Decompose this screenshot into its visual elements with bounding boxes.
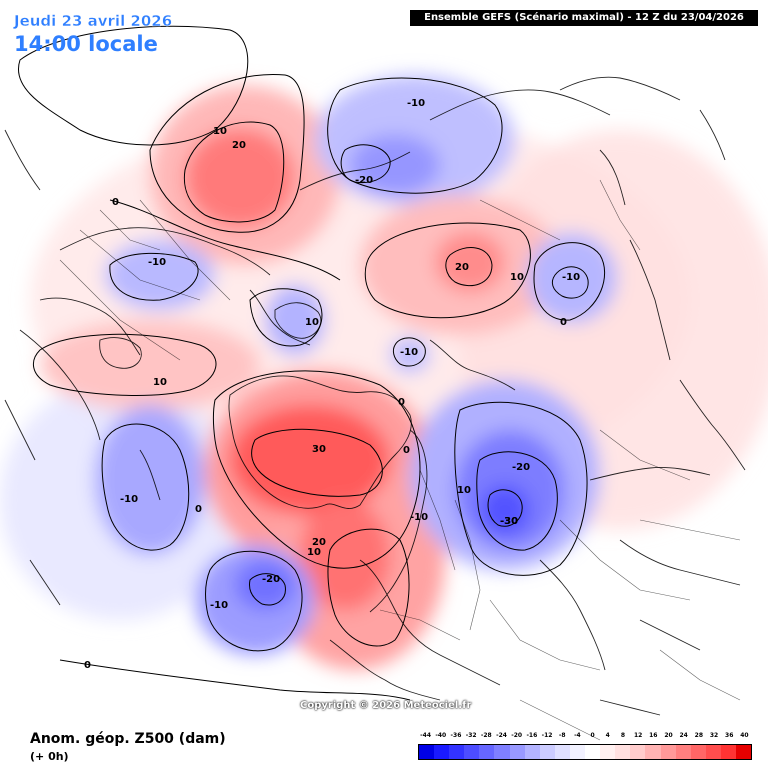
color-scale-swatch	[539, 745, 555, 759]
contour-label: 10	[457, 485, 471, 496]
contour-label: -10	[407, 98, 425, 109]
color-scale-swatch	[630, 745, 646, 759]
color-scale-swatch	[705, 745, 721, 759]
color-scale-tick-label: 24	[679, 732, 688, 739]
contour-label: -20	[262, 574, 280, 585]
contour-label: 10	[305, 317, 319, 328]
contour-label: -10	[120, 494, 138, 505]
contour-label: 10	[213, 126, 227, 137]
color-scale-swatch	[554, 745, 570, 759]
field-label: Anom. géop. Z500 (dam)	[30, 731, 226, 747]
contour-label: -30	[500, 516, 518, 527]
contour-label: 0	[398, 397, 405, 408]
coastlines	[4, 76, 746, 716]
contour-label: 10	[307, 547, 321, 558]
color-scale-tick-label: 32	[709, 732, 719, 739]
model-run-title: Ensemble GEFS (Scénario maximal) - 12 Z …	[410, 10, 758, 26]
color-scale-swatch	[524, 745, 540, 759]
forecast-local-time: 14:00 locale	[14, 32, 158, 56]
contour-lines	[17, 25, 605, 701]
color-scale-swatch	[434, 745, 450, 759]
contour-label: -20	[512, 462, 530, 473]
color-scale-tick-label: 36	[725, 732, 734, 739]
color-scale-swatch	[600, 745, 616, 759]
color-scale-swatch	[479, 745, 495, 759]
contour-label: -20	[355, 175, 373, 186]
color-scale-tick-label: -8	[558, 732, 566, 739]
contour-label: 30	[312, 444, 326, 455]
color-scale-tick-label: -32	[465, 732, 477, 739]
color-scale-tick-label: -24	[496, 732, 507, 739]
color-scale-tick-label: -44	[420, 732, 431, 739]
lead-time: (+ 0h)	[30, 750, 69, 763]
color-scale-swatch	[449, 745, 465, 759]
color-scale-swatch	[690, 745, 706, 759]
color-scale-tick-label: 0	[590, 732, 595, 739]
contour-label: 0	[403, 445, 410, 456]
contour-label: 10	[510, 272, 524, 283]
color-scale-labels: -44 -40 -36 -32 -28 -24 -20 -16 -12 -8 -4 0 4 8 12 16 20…	[418, 732, 752, 742]
contour-label: 10	[153, 377, 167, 388]
color-scale-swatch	[509, 745, 525, 759]
color-scale-swatch	[660, 745, 676, 759]
contour-label: -30	[500, 516, 518, 527]
color-scale-tick-label: 4	[605, 732, 610, 739]
color-scale-tick-label: 20	[664, 732, 673, 739]
contour-label: -10	[210, 600, 228, 611]
color-scale-tick-label: 8	[620, 732, 626, 739]
color-scale-bar	[418, 744, 752, 760]
color-scale-swatch	[585, 745, 601, 759]
color-scale-tick-label: -12	[541, 732, 553, 739]
color-scale-swatch	[464, 745, 480, 759]
anomaly-shading	[0, 75, 768, 670]
contour-label: 0	[560, 317, 567, 328]
contour-label: 0	[112, 197, 119, 208]
color-scale-swatch	[735, 745, 752, 759]
color-scale-swatch	[419, 745, 435, 759]
contour-label: 20	[455, 262, 469, 273]
color-scale-tick-label: 28	[694, 732, 704, 739]
contour-label: -10	[410, 512, 428, 523]
contour-label: 0	[195, 504, 202, 515]
forecast-date: Jeudi 23 avril 2026	[14, 12, 173, 30]
color-scale-swatch	[615, 745, 631, 759]
color-scale-tick-label: -28	[480, 732, 492, 739]
color-scale-tick-label: -40	[435, 732, 447, 739]
color-scale-tick-label: -16	[526, 732, 538, 739]
contour-label: -10	[400, 347, 418, 358]
color-scale-tick-label: 40	[740, 732, 749, 739]
color-scale-tick-label: 12	[633, 732, 643, 739]
color-scale-swatch	[645, 745, 661, 759]
copyright-notice: Copyright © 2026 Meteociel.fr	[300, 700, 472, 711]
contour-label: -10	[148, 257, 166, 268]
color-scale-tick-label: -20	[511, 732, 523, 739]
contour-labels: 10 20 -10 -20 0 -10 20 10 -10 0 10 -10 1…	[84, 98, 580, 671]
color-scale-tick-label: 16	[649, 732, 658, 739]
color-scale-swatch	[569, 745, 586, 759]
color-scale: -44 -40 -36 -32 -28 -24 -20 -16 -12 -8 -4 0 4 8 12 16 20…	[418, 732, 752, 764]
contour-label: 20	[312, 537, 326, 548]
color-scale-swatch	[494, 745, 510, 759]
color-scale-tick-label: -4	[574, 732, 581, 739]
color-scale-swatch	[720, 745, 736, 759]
color-scale-tick-label: -36	[450, 732, 462, 739]
contour-label: -10	[562, 272, 580, 283]
contour-label: 20	[232, 140, 246, 151]
contour-label: 0	[84, 660, 91, 671]
color-scale-swatch	[675, 745, 691, 759]
